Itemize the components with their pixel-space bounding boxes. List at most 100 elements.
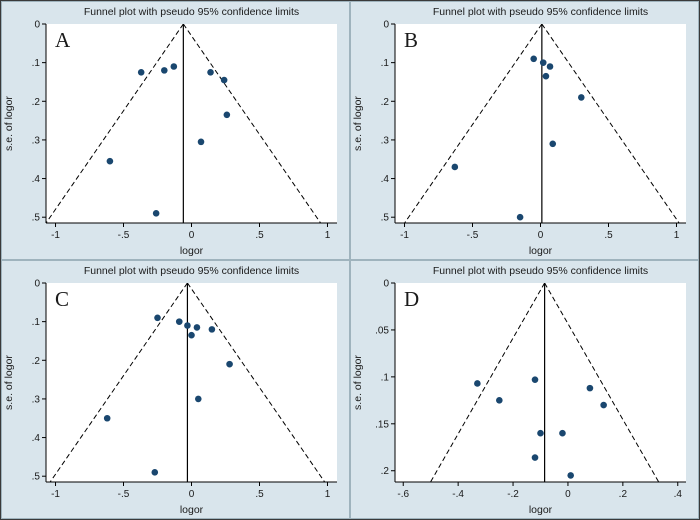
funnel-right-limit-line: [544, 283, 660, 482]
study-data-point: [175, 318, 183, 325]
study-data-point: [549, 140, 557, 148]
study-data-point: [586, 384, 594, 392]
y-tick-label: .1: [32, 58, 41, 69]
funnel-left-limit-line: [49, 283, 188, 482]
x-tick-label: 1: [325, 489, 331, 500]
y-axis-label: s.e. of logor: [352, 96, 364, 151]
plot-area: [395, 24, 686, 223]
x-tick-label: 0: [189, 230, 195, 241]
chart-title: Funnel plot with pseudo 95% confidence l…: [433, 265, 648, 277]
study-data-point: [106, 157, 114, 165]
x-tick-label: .2: [619, 489, 628, 500]
x-tick-label: .4: [674, 489, 683, 500]
y-tick-label: .5: [32, 472, 41, 483]
funnel-plot-panel-d: 0 .05 .1 .15 .2 -.6 -.4 -.2 0 .2 .4 Funnel plot wit…: [350, 260, 699, 519]
funnel-right-limit-line: [541, 24, 680, 223]
study-data-point: [537, 429, 544, 437]
y-tick-label: .15: [375, 419, 389, 430]
x-tick-label: 0: [565, 489, 571, 500]
y-tick-label: .5: [32, 213, 41, 224]
panel-letter: D: [404, 287, 419, 311]
x-tick-label: -1: [51, 230, 60, 241]
study-data-point: [530, 55, 538, 63]
panel-letter: C: [55, 287, 69, 311]
study-data-point: [226, 360, 233, 368]
y-tick-label: .4: [381, 174, 390, 185]
x-axis-label: logor: [180, 245, 204, 257]
y-tick-label: .2: [32, 356, 41, 367]
funnel-plot-panel-b: 0 .1 .2 .3 .4 .5 -1 -.5 0 .5 1 Funnel plot with pse…: [350, 1, 699, 260]
plot-area: [395, 283, 686, 482]
study-data-point: [559, 429, 566, 437]
y-tick-label: .1: [381, 372, 390, 383]
study-data-point: [516, 213, 524, 221]
y-tick-label: 0: [383, 20, 389, 31]
funnel-left-limit-line: [430, 283, 546, 482]
y-tick-label: .05: [375, 325, 389, 336]
y-tick-label: .3: [381, 135, 390, 146]
funnel-left-limit-line: [46, 24, 184, 223]
study-data-point: [542, 72, 550, 80]
x-axis-label: logor: [180, 504, 204, 516]
x-tick-label: -.2: [507, 489, 519, 500]
x-tick-label: -.5: [467, 230, 479, 241]
x-tick-label: 1: [325, 230, 331, 241]
study-data-point: [451, 163, 459, 171]
funnel-plot-panel-a: 0 .1 .2 .3 .4 .5 -1 -.5 0 .5 1 Funnel plot with pse…: [1, 1, 350, 260]
y-tick-label: .2: [381, 97, 390, 108]
panel-border: [1, 1, 350, 260]
x-tick-label: -.6: [397, 489, 409, 500]
panel-border: [1, 260, 350, 519]
study-data-point: [152, 210, 160, 217]
x-axis-label: logor: [529, 504, 553, 516]
study-data-point: [194, 395, 202, 403]
funnel-right-limit-line: [187, 283, 326, 482]
study-data-point: [151, 469, 159, 476]
study-data-point: [531, 454, 539, 461]
study-data-point: [103, 414, 111, 422]
y-tick-label: .2: [32, 97, 41, 108]
x-tick-label: -.5: [118, 489, 130, 500]
panel-border: [350, 1, 699, 260]
study-data-point: [600, 401, 607, 409]
y-axis-label: s.e. of logor: [3, 355, 15, 410]
x-tick-label: -.5: [118, 230, 130, 241]
study-data-point: [184, 322, 191, 329]
funnel-right-limit-line: [182, 24, 322, 223]
y-tick-label: .1: [32, 317, 41, 328]
chart-title: Funnel plot with pseudo 95% confidence l…: [433, 6, 648, 18]
y-tick-label: 0: [34, 20, 40, 31]
study-data-point: [474, 380, 481, 387]
y-tick-label: .3: [32, 135, 41, 146]
chart-title: Funnel plot with pseudo 95% confidence l…: [84, 6, 299, 18]
x-tick-label: -1: [400, 230, 409, 241]
study-data-point: [531, 376, 539, 383]
study-data-point: [170, 63, 178, 70]
study-data-point: [546, 63, 554, 70]
y-tick-label: .5: [381, 213, 390, 224]
y-tick-label: 0: [34, 279, 40, 290]
study-data-point: [197, 138, 205, 146]
study-data-point: [220, 76, 228, 84]
study-data-point: [223, 111, 231, 119]
panel-letter: A: [55, 28, 71, 52]
x-tick-label: 0: [189, 489, 195, 500]
panel-letter: B: [404, 28, 418, 52]
panel-border: [350, 260, 699, 519]
y-axis-label: s.e. of logor: [352, 355, 364, 410]
study-data-point: [207, 69, 214, 76]
funnel-left-limit-line: [404, 24, 543, 223]
x-tick-label: 1: [674, 230, 680, 241]
study-data-point: [539, 59, 547, 66]
study-data-point: [193, 324, 201, 331]
y-axis-label: s.e. of logor: [3, 96, 15, 151]
x-tick-label: -1: [51, 489, 60, 500]
x-tick-label: -.4: [452, 489, 464, 500]
study-data-point: [567, 472, 574, 479]
x-axis-label: logor: [529, 245, 553, 257]
y-tick-label: .4: [32, 433, 41, 444]
plot-area: [46, 283, 337, 482]
y-tick-label: 0: [383, 279, 389, 290]
x-tick-label: .5: [255, 230, 264, 241]
